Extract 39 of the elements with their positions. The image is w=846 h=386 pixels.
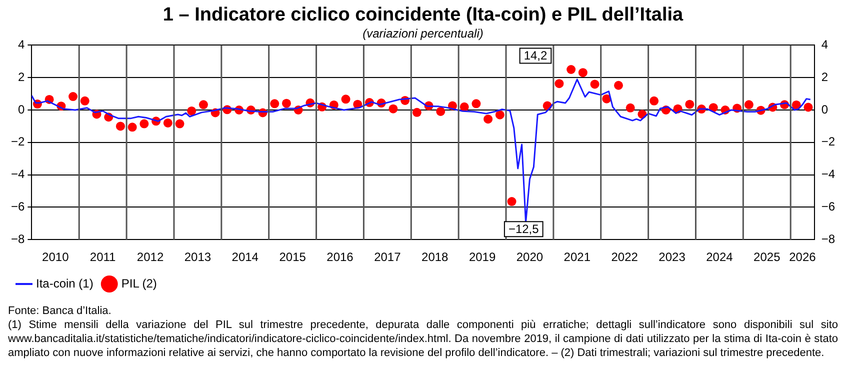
chart-title: 1 – Indicatore ciclico coincidente (Ita-coin) e PIL dell’Italia: [162, 4, 684, 26]
x-tick-label: 2026: [789, 250, 816, 264]
x-tick-label: 2010: [42, 250, 70, 264]
y-tick-label: 2: [18, 70, 25, 84]
x-tick-label: 2016: [326, 250, 354, 264]
y2-tick-label: 4: [821, 38, 828, 52]
x-tick-label: 2015: [279, 250, 306, 264]
y2-tick-label: −8: [821, 232, 836, 246]
y2-tick-label: −6: [821, 200, 836, 214]
y2-tick-label: −2: [821, 134, 836, 149]
x-tick-label: 2012: [136, 250, 164, 264]
x-tick-label: 2020: [516, 250, 544, 264]
legend-label: Ita-coin (1): [36, 276, 94, 290]
x-tick-label: 2018: [422, 250, 449, 264]
x-tick-label: 2024: [706, 250, 734, 264]
y-tick-label: 0: [18, 102, 25, 116]
y2-tick-label: 2: [821, 70, 828, 84]
x-tick-label: 2013: [184, 250, 212, 264]
x-tick-label: 2011: [90, 250, 116, 264]
y-tick-label: −2: [10, 134, 25, 149]
x-tick-label: 2014: [232, 250, 259, 264]
chart-subtitle: (variazioni percentuali): [362, 26, 484, 40]
x-tick-label: 2022: [611, 250, 638, 264]
y-tick-label: −4: [10, 167, 25, 182]
x-tick-label: 2019: [468, 250, 496, 264]
x-tick-label: 2017: [374, 250, 402, 264]
y-tick-label: −8: [10, 232, 25, 246]
annotation: −12,5: [508, 222, 540, 236]
legend-label: PIL (2): [121, 276, 157, 290]
text: (1) Stime mensili della variazione del PIL sul trimestre precedente, depurata dalle componenti più erratiche; dettagli sull’indicatore sono disponibili sul sito www.bancaditalia.it/statistiche/tematiche/indicatori/indicatore-ciclico-coincidente/index.html. Da novembre 2019, il campione di dati utilizzato per la stima di Ita-coin è stato ampliato con nuove informazioni relative ai servizi, che hanno comportato la revisione del profilo dell’indicatore. – (2) Dati trimestrali; variazioni sul trimestre precedente.: [8, 318, 838, 360]
y2-tick-label: 0: [821, 102, 828, 116]
y-tick-label: 4: [18, 38, 25, 52]
annotation: 14,2: [524, 48, 548, 63]
y-tick-label: −6: [10, 200, 25, 214]
x-tick-label: 2025: [754, 250, 781, 264]
source-note: Fonte: Banca d’Italia.: [8, 304, 112, 318]
x-tick-label: 2023: [658, 250, 686, 264]
x-tick-label: 2021: [564, 250, 591, 264]
y2-tick-label: −4: [821, 167, 836, 182]
